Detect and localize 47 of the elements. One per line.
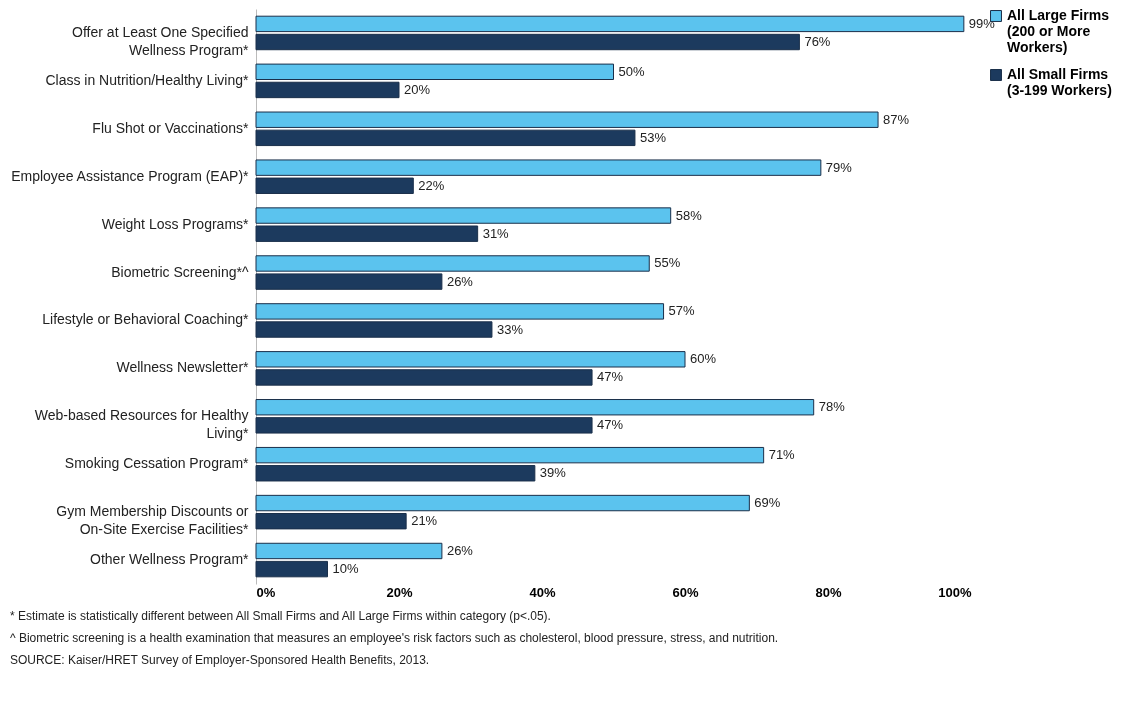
data-label: 78% <box>818 399 846 415</box>
data-label: 26% <box>446 273 474 289</box>
legend-label: All Large Firms (200 or More Workers) <box>1007 7 1110 55</box>
y-tick-label: Smoking Cessation Program* <box>64 455 250 472</box>
y-tick-label: Flu Shot or Vaccinations* <box>92 119 250 136</box>
x-tick-label: 20% <box>386 584 413 600</box>
y-tick-label: Other Wellness Program* <box>90 551 250 568</box>
x-tick-label: 100% <box>938 584 972 600</box>
data-label: 50% <box>618 63 645 79</box>
data-label: 60% <box>690 351 717 367</box>
data-label: 53% <box>639 129 667 145</box>
y-tick-label: Web-based Resources for Healthy Living* <box>34 407 250 442</box>
y-tick-label: Class in Nutrition/Healthy Living* <box>45 71 250 88</box>
data-label: 71% <box>768 447 796 463</box>
data-label: 22% <box>418 177 445 193</box>
data-label: 33% <box>496 321 524 337</box>
data-label: 99% <box>968 15 996 31</box>
data-label: 79% <box>825 159 853 175</box>
data-label: 47% <box>597 369 624 385</box>
y-tick-label: Employee Assistance Program (EAP)* <box>11 167 250 184</box>
data-label: 87% <box>883 111 910 127</box>
y-tick-label: Biometric Screening*^ <box>111 263 249 280</box>
y-tick-label: Offer at Least One Specified Wellness Program* <box>72 23 250 58</box>
data-label: 55% <box>654 255 681 271</box>
x-tick-label: 40% <box>529 584 556 600</box>
data-label: 26% <box>446 542 474 558</box>
data-label: 76% <box>804 34 831 50</box>
x-tick-label: 60% <box>672 584 699 600</box>
data-label: 39% <box>539 465 567 481</box>
y-tick-label: Wellness Newsletter* <box>116 359 250 376</box>
y-tick-label: Gym Membership Discounts or On-Site Exercise Facilities* <box>56 503 250 538</box>
text: ^ Biometric screening is a health examination that measures an employee's risk factors such as cholesterol, blood pressure, stress, and nutrition. <box>9 631 779 645</box>
data-label: 47% <box>597 417 624 433</box>
data-label: 10% <box>332 561 359 577</box>
y-tick-label: Lifestyle or Behavioral Coaching* <box>42 311 250 328</box>
source-note: SOURCE: Kaiser/HRET Survey of Employer-Sponsored Health Benefits, 2013. <box>9 653 430 667</box>
y-tick-label: Weight Loss Programs* <box>101 215 250 232</box>
data-label: 69% <box>754 495 781 511</box>
data-label: 58% <box>675 207 703 223</box>
text: * Estimate is statistically different between All Small Firms and All Large Firms within category (p<.05). <box>9 609 551 623</box>
x-tick-label: 80% <box>815 584 842 600</box>
legend-label: All Small Firms (3-199 Workers) <box>1007 66 1112 98</box>
data-label: 20% <box>404 81 431 97</box>
data-label: 31% <box>482 225 510 241</box>
data-label: 21% <box>411 513 438 529</box>
x-tick-label: 0% <box>256 584 276 600</box>
data-label: 57% <box>668 303 696 319</box>
